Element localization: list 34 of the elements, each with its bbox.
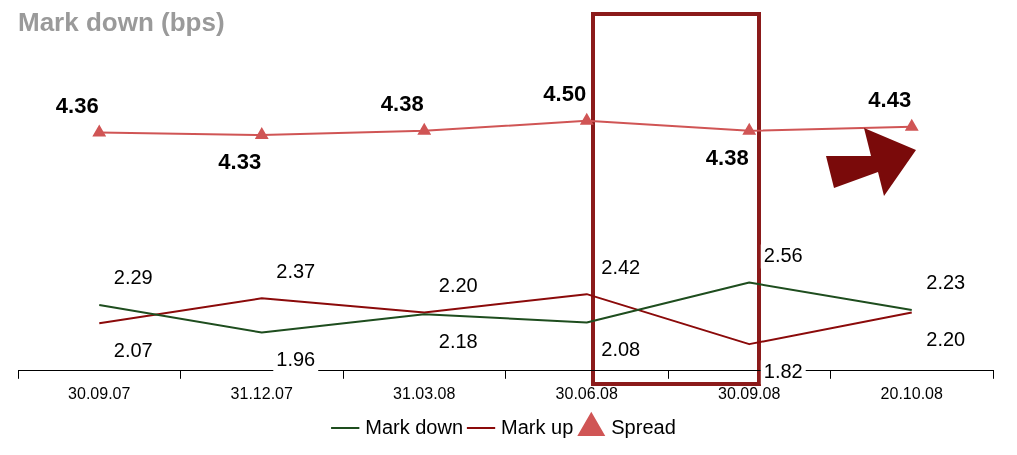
data-label: 4.36 <box>55 92 99 118</box>
data-label: 4.38 <box>705 144 749 170</box>
data-label: 1.96 <box>276 347 316 370</box>
point <box>255 128 268 140</box>
x-tick-label: 30.06.08 <box>555 384 618 402</box>
legend-label: Spread <box>611 415 676 438</box>
point <box>580 113 593 125</box>
data-label: 4.50 <box>543 80 587 106</box>
x-tick-label: 31.12.07 <box>230 384 293 402</box>
point <box>905 119 918 131</box>
legend-label: Mark up <box>501 415 574 438</box>
data-label: 1.82 <box>763 359 803 382</box>
point <box>418 123 431 135</box>
x-tick-label: 30.09.08 <box>718 384 781 402</box>
data-label: 2.42 <box>601 255 641 278</box>
data-label: 2.23 <box>926 271 966 294</box>
point <box>743 123 756 135</box>
data-label: 2.08 <box>601 337 641 360</box>
data-label: 2.07 <box>113 338 153 361</box>
x-tick-label: 31.03.08 <box>393 384 456 402</box>
data-label: 2.18 <box>438 329 478 352</box>
x-tick-label: 20.10.08 <box>880 384 943 402</box>
data-label: 4.43 <box>868 86 912 112</box>
data-label: 4.38 <box>380 90 424 116</box>
data-label: 2.29 <box>113 266 153 289</box>
data-label: 2.56 <box>763 244 803 266</box>
data-label: 2.20 <box>438 274 478 296</box>
data-label: 2.20 <box>926 328 966 350</box>
legend-label: Mark down <box>365 415 464 438</box>
data-label: 4.33 <box>218 149 262 175</box>
chart-title: Mark down (bps) <box>18 6 225 37</box>
point <box>93 125 106 137</box>
x-tick-label: 30.09.07 <box>68 384 131 402</box>
data-label: 2.37 <box>276 259 316 282</box>
